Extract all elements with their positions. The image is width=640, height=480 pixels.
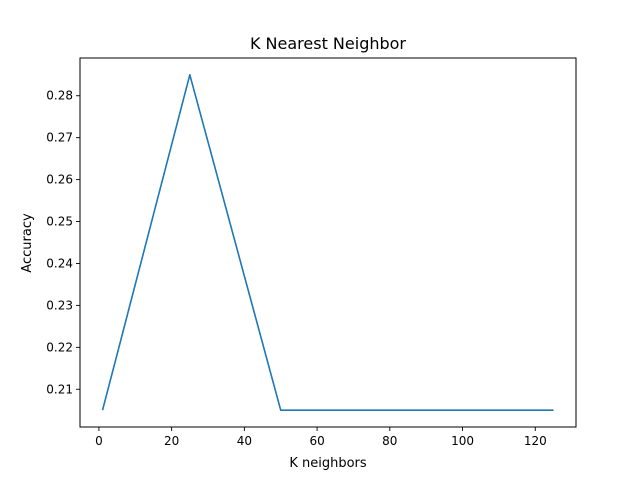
- y-tick-label: 0.21: [46, 382, 73, 396]
- y-tick-label: 0.27: [46, 131, 73, 145]
- x-tick-label: 80: [382, 434, 397, 448]
- plot-frame: [79, 57, 577, 428]
- y-axis-ticks: 0.21 0.22 0.23 0.24 0.25 0.26 0.27 0.28: [46, 89, 80, 396]
- x-axis-ticks: 0 20 40 60 80 100 120: [95, 427, 547, 448]
- y-tick-label: 0.23: [46, 298, 73, 312]
- y-tick-label: 0.26: [46, 173, 73, 187]
- series-line-0: [101, 73, 554, 412]
- x-tick-label: 100: [451, 434, 474, 448]
- x-tick-label: 20: [164, 434, 179, 448]
- x-tick-label: 120: [524, 434, 547, 448]
- y-tick-label: 0.25: [46, 215, 73, 229]
- y-tick-label: 0.28: [46, 89, 73, 103]
- series-layer: [101, 73, 554, 412]
- x-tick-label: 0: [95, 434, 103, 448]
- x-tick-label: 40: [237, 434, 252, 448]
- y-tick-label: 0.24: [46, 256, 73, 270]
- y-tick-label: 0.22: [46, 340, 73, 354]
- chart-title: K Nearest Neighbor: [250, 34, 406, 53]
- x-axis-label: K neighbors: [289, 456, 367, 471]
- x-tick-label: 60: [309, 434, 324, 448]
- y-axis-label: Accuracy: [20, 213, 35, 273]
